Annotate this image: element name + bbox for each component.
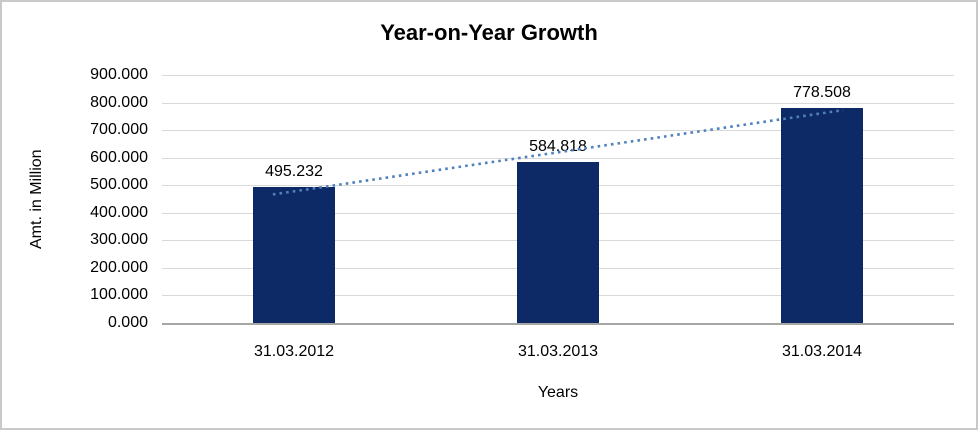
x-tick-label: 31.03.2013 — [517, 343, 599, 360]
y-tick-label: 800.000 — [90, 94, 148, 111]
x-axis-line — [162, 323, 954, 325]
bar — [781, 108, 863, 323]
y-tick-label: 500.000 — [90, 176, 148, 193]
trendline — [272, 108, 844, 196]
plot-area: 495.232 584.818 778.508 — [162, 75, 954, 325]
y-tick-label: 0.000 — [107, 314, 148, 331]
y-tick-label: 600.000 — [90, 149, 148, 166]
bar-data-label: 778.508 — [793, 84, 851, 101]
x-axis-tick-labels: 31.03.2012 31.03.2013 31.03.2014 — [162, 342, 954, 362]
bar — [253, 187, 335, 323]
bar-data-label: 495.232 — [265, 163, 323, 180]
y-tick-label: 900.000 — [90, 66, 148, 83]
chart-title: Year-on-Year Growth — [380, 20, 598, 45]
x-axis-title: Years — [537, 384, 579, 401]
trendline-dotted-line — [272, 108, 844, 196]
gridline — [162, 130, 954, 131]
x-tick-label: 31.03.2012 — [253, 343, 335, 360]
y-tick-label: 200.000 — [90, 259, 148, 276]
y-tick-label: 700.000 — [90, 121, 148, 138]
y-tick-label: 100.000 — [90, 286, 148, 303]
y-tick-label: 300.000 — [90, 231, 148, 248]
bar — [517, 162, 599, 323]
gridline — [162, 75, 954, 76]
y-tick-label: 400.000 — [90, 204, 148, 221]
gridline — [162, 103, 954, 104]
gridline — [162, 158, 954, 159]
x-tick-label: 31.03.2014 — [781, 343, 863, 360]
